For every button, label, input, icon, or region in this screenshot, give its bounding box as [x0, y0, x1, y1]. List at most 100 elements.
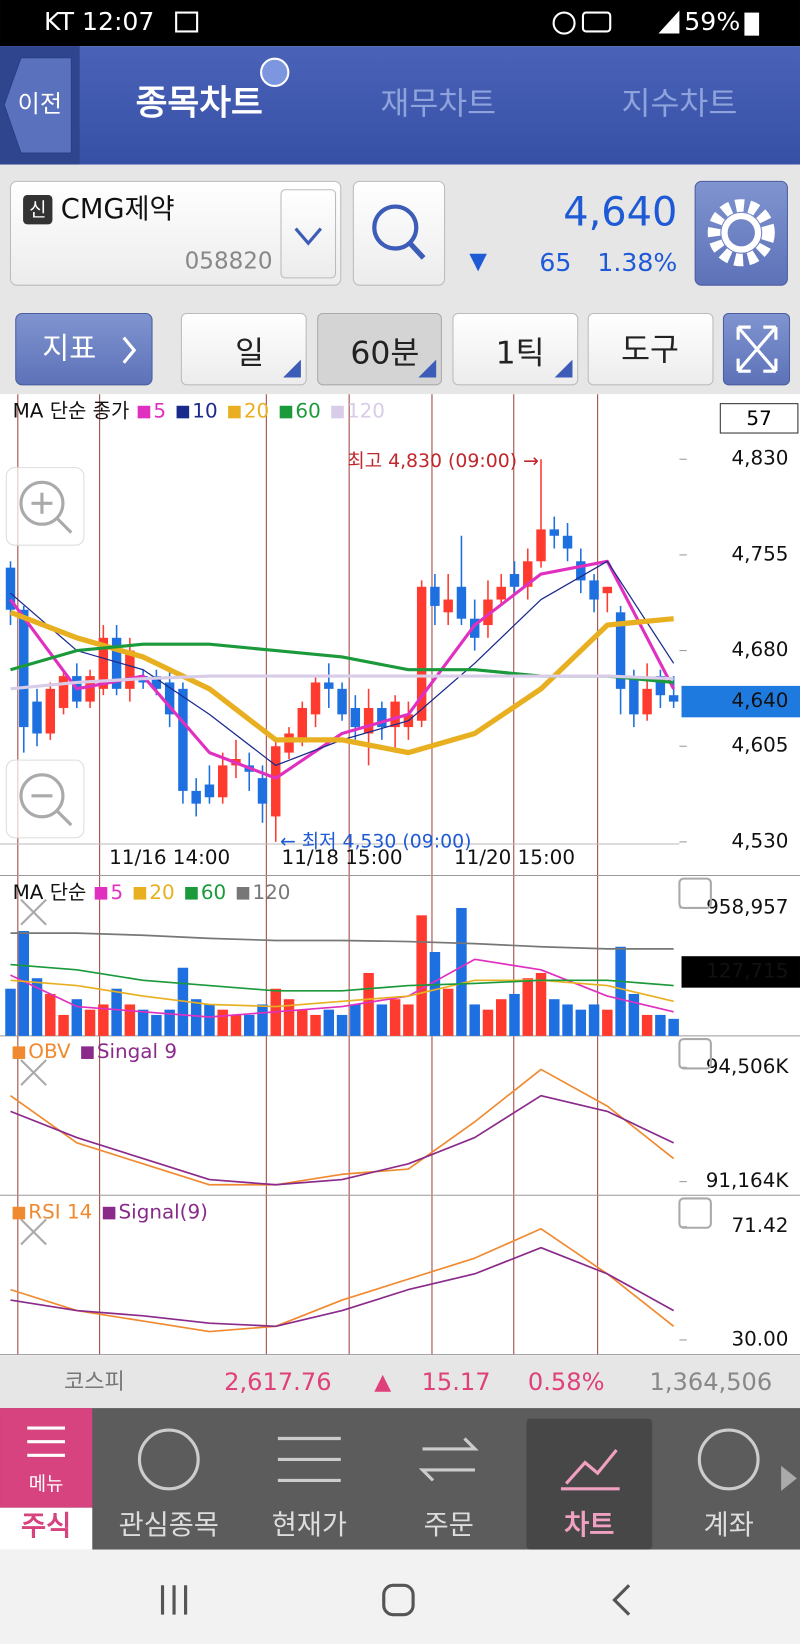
nav-label[interactable]: 현재가 [272, 1510, 347, 1541]
menu-label[interactable]: 메뉴 [29, 1473, 64, 1495]
volume-bar [124, 1004, 136, 1036]
legend-swatch [331, 405, 344, 419]
volume-bar [137, 1009, 149, 1036]
volume-bar [615, 946, 626, 1036]
volume-bar [283, 999, 295, 1036]
candle-body [523, 561, 533, 587]
period-label[interactable]: 일 [235, 335, 264, 371]
nav-active[interactable] [526, 1418, 653, 1550]
recent-button[interactable] [160, 1585, 188, 1615]
series-line [10, 674, 674, 691]
y-tick-label: 4,755 [731, 542, 788, 565]
nav-stock[interactable] [0, 1507, 93, 1550]
count: 57 [746, 407, 771, 430]
volume-bar [204, 1004, 215, 1036]
volume-bar [403, 1004, 414, 1036]
candle-body [549, 529, 560, 536]
volume-bar [31, 978, 43, 1036]
tab[interactable]: 지수차트 [622, 86, 738, 122]
close-pane[interactable] [20, 1218, 47, 1246]
resize-pane[interactable] [678, 1197, 712, 1229]
legend-swatch [12, 1046, 26, 1059]
y-tick-label: 30.00 [731, 1327, 788, 1350]
candle-body [589, 580, 599, 600]
legend-label: RSI 14 [28, 1201, 92, 1224]
legend-label: Singal 9 [97, 1040, 177, 1063]
zoom-in[interactable] [5, 467, 85, 546]
candle-body [363, 707, 374, 734]
nav-label[interactable]: 차트 [564, 1510, 614, 1541]
status-icon [175, 11, 199, 33]
volume-bar [98, 1004, 109, 1036]
back-button[interactable] [3, 57, 72, 154]
corner [283, 359, 301, 378]
back-nav-button[interactable] [612, 1584, 631, 1616]
indicator-button[interactable] [15, 312, 153, 386]
indicator-label[interactable]: 지표 [42, 332, 96, 366]
period-label[interactable]: 1틱 [496, 335, 545, 371]
gear [707, 199, 775, 267]
tab[interactable]: 재무차트 [380, 86, 496, 122]
market-bar [0, 1355, 800, 1409]
back-label[interactable]: 이전 [18, 90, 62, 118]
tools-button[interactable] [587, 312, 714, 386]
series-line [10, 958, 674, 1018]
resize-pane[interactable] [678, 1037, 712, 1070]
volume-bar [297, 1009, 308, 1036]
volume-bar [71, 999, 83, 1036]
period-button-active[interactable] [317, 312, 442, 386]
candle-body [642, 688, 652, 715]
zoom-out[interactable] [5, 759, 85, 839]
candle-body [483, 599, 493, 626]
badge-text: 신 [29, 199, 46, 221]
nav-label[interactable]: 관심종목 [119, 1510, 219, 1541]
period-button[interactable] [452, 312, 579, 386]
resize-pane[interactable] [678, 877, 712, 910]
nav-icon [560, 1449, 620, 1491]
nav-icon [137, 1428, 200, 1491]
settings-button[interactable] [694, 180, 788, 286]
candle-body [257, 778, 268, 804]
nav-label[interactable]: 주식 [21, 1511, 71, 1542]
y-tick-label: 958,957 [706, 895, 788, 918]
nav-label[interactable]: 주문 [424, 1510, 474, 1541]
legend-label: 10 [192, 400, 217, 423]
y-tick-label: 91,164K [706, 1169, 790, 1192]
candle-body [19, 609, 29, 728]
close-pane[interactable] [20, 898, 47, 926]
battery-icon [744, 12, 760, 36]
search-button[interactable] [352, 180, 446, 286]
volume-bar [5, 988, 16, 1036]
y-tick-label: 4,605 [731, 734, 788, 757]
chevron [294, 227, 323, 246]
current-volume-box [681, 956, 800, 988]
dropdown-button[interactable] [280, 189, 337, 279]
bottom-nav [0, 1408, 800, 1550]
candle-body [164, 682, 175, 715]
stock-box[interactable] [9, 180, 342, 286]
home-button[interactable] [382, 1583, 415, 1617]
nav-more[interactable] [781, 1465, 797, 1491]
volume-bar [323, 1009, 335, 1036]
tab-active[interactable]: 종목차트 [136, 83, 263, 123]
menu-button[interactable] [0, 1408, 93, 1508]
period-button[interactable] [180, 312, 307, 386]
volume-bar [549, 999, 560, 1036]
tools-label[interactable]: 도구 [621, 332, 679, 368]
nav-label[interactable]: 계좌 [704, 1510, 754, 1541]
series-line [10, 963, 674, 992]
volume-bar [641, 1014, 653, 1036]
zoom-out-button[interactable] [5, 759, 85, 839]
zoom-in-button[interactable] [5, 467, 85, 546]
close-pane[interactable] [20, 1059, 47, 1086]
market-volume: 1,364,506 [650, 1368, 773, 1396]
legend-label: 20 [244, 400, 269, 423]
market-change: 15.17 [422, 1368, 491, 1396]
volume-bar [509, 993, 520, 1036]
candle-body [456, 586, 467, 619]
period-label[interactable]: 60분 [350, 335, 419, 371]
legend-title: MA 단순 [13, 881, 87, 904]
volume-bar [628, 993, 640, 1036]
volume-bar [495, 999, 507, 1036]
candle-body [324, 682, 334, 689]
